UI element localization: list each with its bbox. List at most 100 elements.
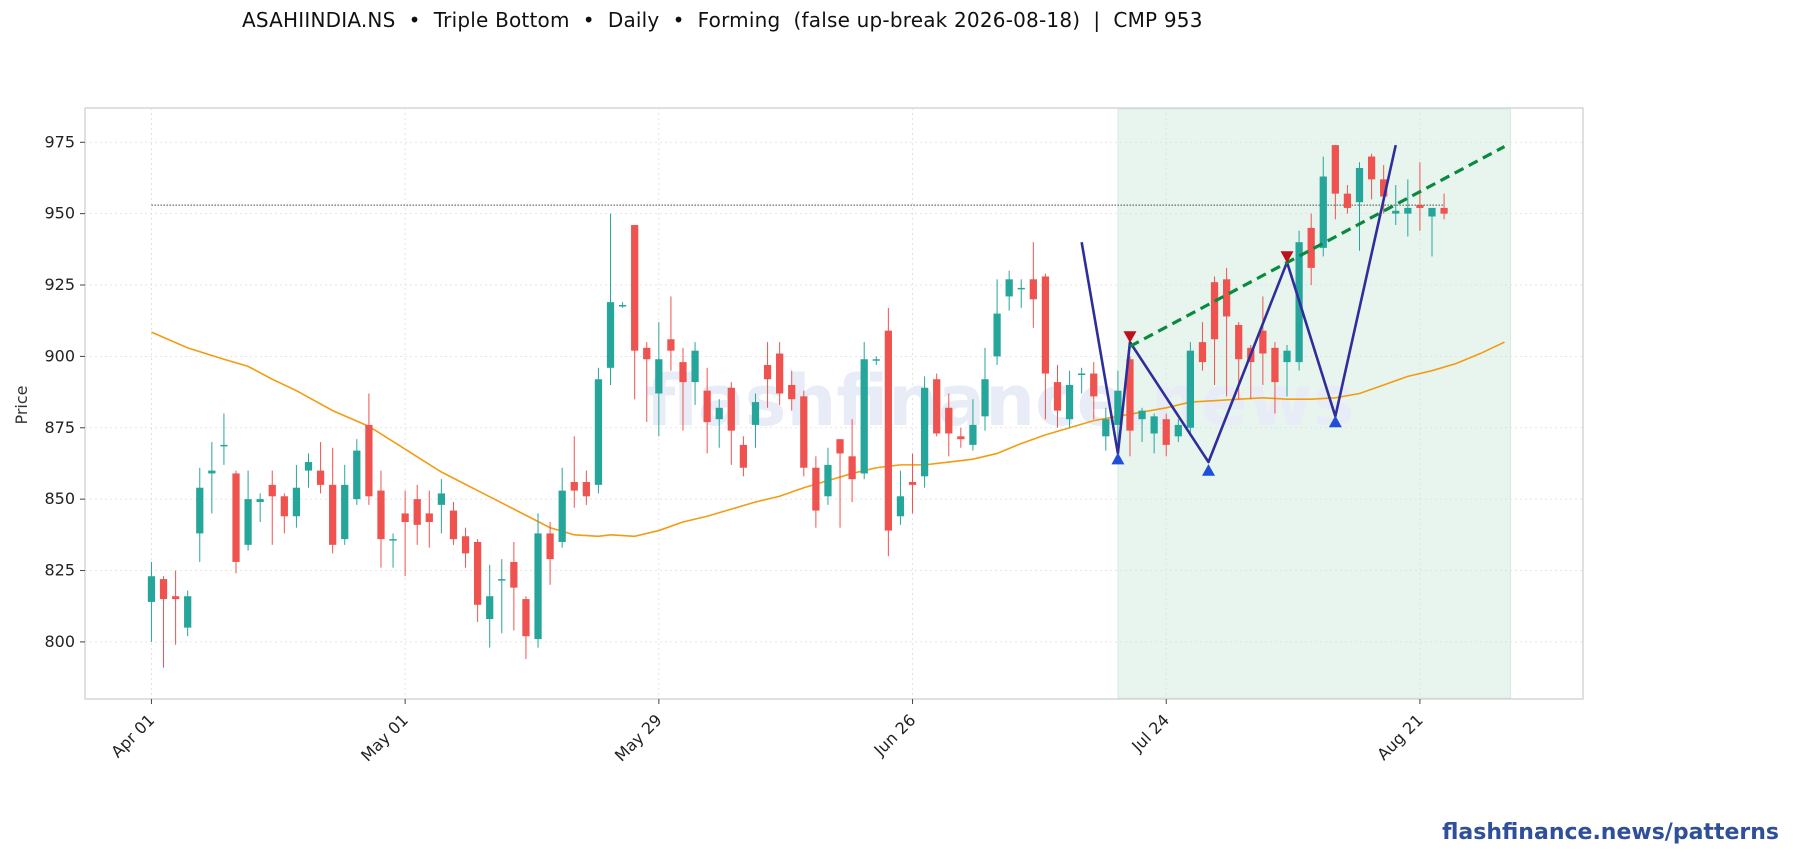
swing-low-marker — [1111, 452, 1125, 465]
candle-body — [147, 576, 156, 602]
candle — [256, 493, 264, 522]
candle — [1416, 162, 1424, 231]
candle — [1428, 207, 1436, 257]
candle-body — [196, 487, 204, 534]
candle-body — [1126, 359, 1134, 431]
candle — [510, 541, 518, 631]
candle-body — [1380, 179, 1388, 197]
candle — [522, 596, 530, 660]
candle — [691, 342, 699, 405]
candle-body — [618, 305, 627, 307]
y-tick-label: 925 — [44, 275, 75, 294]
candle-body — [594, 379, 603, 485]
y-tick-label: 950 — [44, 204, 75, 223]
y-tick-label: 850 — [44, 489, 75, 508]
candle — [788, 370, 796, 411]
candle — [1065, 370, 1074, 428]
candle — [981, 347, 989, 431]
candle-body — [679, 362, 687, 383]
candle-body — [449, 510, 458, 540]
candle-body — [1355, 167, 1364, 203]
candle-body — [1404, 207, 1412, 214]
candle-body — [957, 436, 965, 440]
candle — [304, 453, 313, 488]
candle — [1017, 279, 1025, 308]
candle — [1126, 356, 1134, 457]
candle-body — [558, 490, 566, 542]
candle — [1005, 270, 1013, 311]
candle — [437, 479, 446, 534]
y-tick-label: 800 — [44, 632, 75, 651]
candle — [341, 464, 349, 545]
candle-body — [836, 439, 844, 454]
candle-body — [461, 536, 470, 554]
candle-body — [256, 499, 264, 502]
candle — [1440, 193, 1448, 220]
candle-body — [329, 484, 337, 545]
candle-body — [763, 364, 772, 380]
candle-body — [353, 450, 361, 500]
candle — [159, 576, 168, 668]
candle — [1078, 367, 1086, 394]
candle — [546, 521, 554, 585]
candle-body — [304, 462, 313, 471]
candle — [836, 439, 844, 528]
swing-low-marker — [1328, 415, 1342, 428]
candle-body — [1331, 145, 1339, 194]
candle — [1380, 165, 1388, 214]
candle — [643, 342, 651, 423]
candle-body — [606, 302, 615, 368]
candle-body — [280, 496, 288, 517]
x-tick-label: May 29 — [611, 710, 666, 765]
candle-body — [751, 402, 760, 425]
candle — [413, 484, 421, 545]
candle-body — [1174, 424, 1182, 437]
candle-body — [546, 533, 554, 560]
candle-body — [945, 407, 953, 434]
candle — [618, 302, 627, 308]
candle-body — [908, 482, 917, 485]
candle — [473, 539, 482, 622]
candle — [377, 470, 385, 568]
candle — [703, 367, 711, 454]
candle-body — [159, 579, 168, 600]
candle-body — [920, 387, 929, 477]
candle — [1343, 185, 1352, 214]
candle-body — [1114, 390, 1122, 425]
candle-body — [1162, 419, 1170, 445]
candle-body — [1053, 382, 1062, 411]
candle-body — [812, 467, 820, 511]
candle-body — [582, 482, 590, 497]
candle-body — [437, 493, 446, 505]
moving-average-line — [151, 331, 1505, 538]
candle-body — [389, 539, 397, 541]
candle — [534, 513, 542, 648]
candle-body — [969, 424, 977, 445]
candle — [920, 376, 929, 488]
candle — [220, 413, 228, 465]
candle-body — [1428, 207, 1436, 217]
candle — [1198, 322, 1207, 371]
candle — [1053, 364, 1062, 428]
candle — [1283, 344, 1291, 397]
candle — [812, 456, 820, 528]
candle — [1090, 362, 1098, 420]
candle-body — [1343, 193, 1352, 208]
candle-body — [1029, 279, 1037, 300]
candle — [1331, 145, 1339, 220]
swing-high-marker — [1280, 251, 1294, 263]
candle-body — [667, 339, 675, 351]
candle — [1271, 342, 1279, 414]
candle-body — [824, 464, 832, 497]
candle-body — [1319, 176, 1327, 248]
candle-body — [1150, 416, 1158, 434]
candle — [1355, 162, 1364, 251]
candle — [184, 590, 192, 637]
candle — [1404, 179, 1412, 237]
candle — [631, 225, 639, 400]
candle-body — [715, 407, 723, 420]
candle — [558, 467, 566, 548]
candle-body — [739, 444, 748, 468]
candle-body — [1235, 324, 1243, 360]
swing-low-marker — [1202, 464, 1215, 476]
